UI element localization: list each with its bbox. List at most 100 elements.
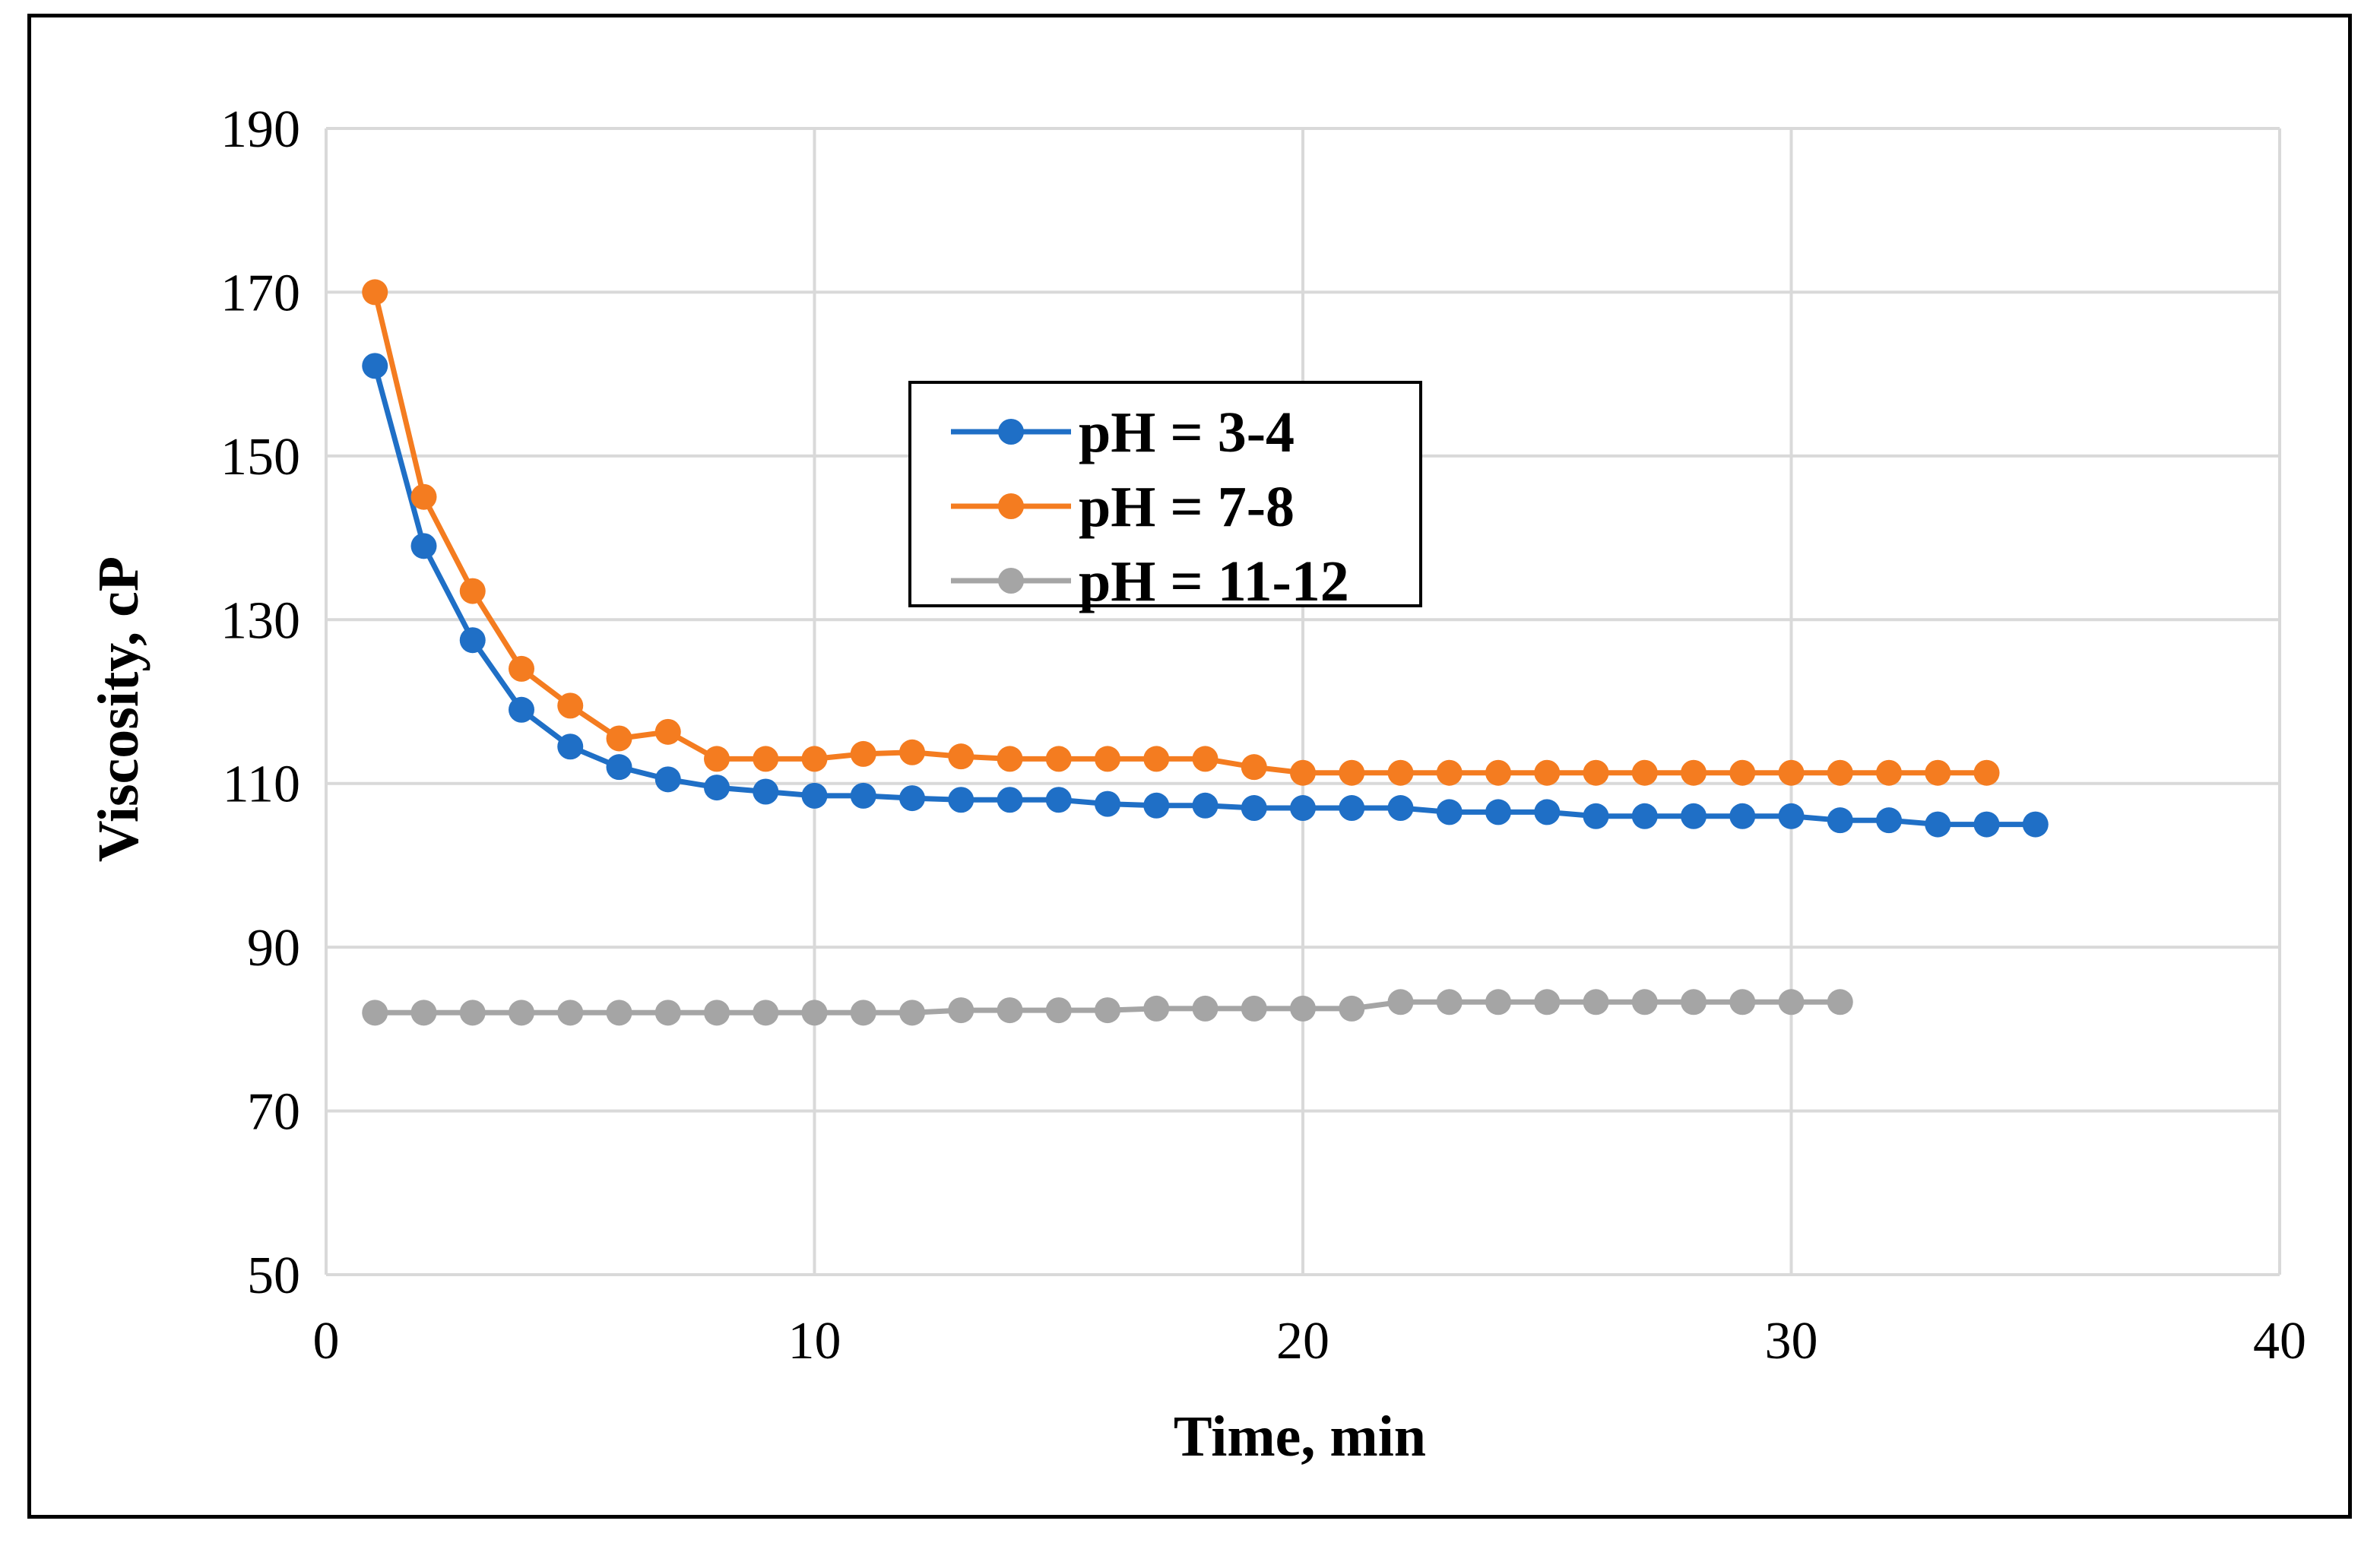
legend-box — [908, 381, 1422, 607]
data-point — [606, 725, 632, 752]
data-point — [1095, 791, 1120, 817]
x-axis-title: Time, min — [1174, 1405, 1426, 1469]
data-point — [1925, 759, 1951, 786]
y-tick-label-70: 70 — [247, 1083, 300, 1142]
data-point — [753, 778, 779, 805]
data-point — [1387, 795, 1414, 822]
data-point — [1876, 759, 1902, 786]
series-layer — [362, 279, 2049, 1026]
data-point — [948, 743, 975, 770]
data-point — [1143, 792, 1170, 819]
data-point — [1241, 795, 1267, 822]
data-point — [850, 1000, 876, 1026]
data-point — [1631, 803, 1658, 829]
data-point — [410, 1000, 437, 1026]
y-tick-label-130: 130 — [220, 591, 300, 650]
x-tick-label-10: 10 — [788, 1312, 841, 1370]
data-point — [509, 1000, 534, 1026]
data-point — [1827, 989, 1853, 1015]
data-point — [1827, 807, 1853, 834]
data-point — [459, 1000, 486, 1026]
data-point — [1192, 995, 1219, 1022]
data-point — [1973, 811, 2000, 838]
data-point — [1827, 759, 1853, 786]
data-point — [410, 533, 437, 559]
data-point — [1192, 746, 1219, 772]
legend: pH = 3-4 pH = 7-8 pH = 11-12 — [908, 381, 1422, 613]
data-point — [1339, 995, 1365, 1022]
data-point — [1387, 989, 1414, 1015]
data-point — [362, 1000, 388, 1026]
data-point — [1534, 989, 1561, 1015]
data-point — [2022, 811, 2049, 838]
data-point — [997, 997, 1023, 1024]
data-point — [850, 782, 876, 809]
data-point — [1143, 995, 1170, 1022]
legend-entry-1: pH = 3-4 — [951, 401, 1295, 464]
data-point — [654, 766, 681, 793]
line-chart: 50 70 90 110 130 150 170 190 0 10 20 30 40 Time, min… — [87, 100, 2306, 1469]
data-point — [509, 696, 534, 723]
data-point — [997, 746, 1023, 772]
data-point — [1583, 989, 1609, 1015]
data-point — [1583, 803, 1609, 829]
data-point — [1339, 759, 1365, 786]
data-point — [362, 353, 388, 379]
legend-entry-2: pH = 7-8 — [951, 475, 1295, 539]
data-point — [557, 1000, 584, 1026]
y-tick-label-90: 90 — [247, 919, 300, 977]
data-point — [1534, 759, 1561, 786]
x-tick-label-30: 30 — [1765, 1312, 1818, 1370]
data-point — [1681, 803, 1707, 829]
data-point — [1241, 995, 1267, 1022]
data-point — [1095, 746, 1120, 772]
data-point — [509, 655, 534, 682]
data-point — [704, 775, 730, 801]
data-point — [1290, 995, 1316, 1022]
legend-marker — [998, 493, 1024, 519]
data-point — [459, 627, 486, 654]
legend-label: pH = 11-12 — [1079, 550, 1349, 613]
data-point — [362, 279, 388, 306]
data-point — [1436, 989, 1463, 1015]
data-point — [899, 785, 925, 812]
data-point — [1631, 989, 1658, 1015]
data-point — [410, 483, 437, 510]
data-point — [704, 1000, 730, 1026]
legend-marker — [998, 419, 1024, 445]
data-point — [801, 1000, 828, 1026]
data-point — [948, 787, 975, 813]
data-point — [1192, 792, 1219, 819]
legend-label: pH = 3-4 — [1079, 401, 1295, 464]
x-tick-label-40: 40 — [2253, 1312, 2306, 1370]
data-point — [1681, 989, 1707, 1015]
series-2 — [362, 279, 2000, 786]
series-3 — [362, 989, 1853, 1026]
data-point — [1973, 759, 2000, 786]
data-point — [1290, 795, 1316, 822]
data-point — [1729, 803, 1756, 829]
data-point — [1485, 799, 1511, 825]
y-tick-label-170: 170 — [220, 264, 300, 322]
legend-label: pH = 7-8 — [1079, 475, 1295, 539]
data-point — [1681, 759, 1707, 786]
y-tick-label-150: 150 — [220, 428, 300, 486]
data-point — [997, 787, 1023, 813]
data-point — [1534, 799, 1561, 825]
data-point — [1631, 759, 1658, 786]
data-point — [850, 740, 876, 767]
legend-entry-3: pH = 11-12 — [951, 550, 1349, 613]
data-point — [557, 692, 584, 719]
data-point — [1729, 759, 1756, 786]
data-point — [459, 578, 486, 604]
data-point — [1045, 746, 1072, 772]
grid-lines — [326, 127, 2281, 1275]
data-point — [1045, 997, 1072, 1024]
y-tick-label-190: 190 — [220, 100, 300, 159]
tick-labels: 50 70 90 110 130 150 170 190 0 10 20 30 40 — [220, 100, 2306, 1370]
data-point — [1778, 803, 1805, 829]
series-line-2 — [372, 291, 1987, 776]
x-tick-label-0: 0 — [313, 1312, 340, 1370]
data-point — [704, 746, 730, 772]
data-point — [654, 718, 681, 745]
